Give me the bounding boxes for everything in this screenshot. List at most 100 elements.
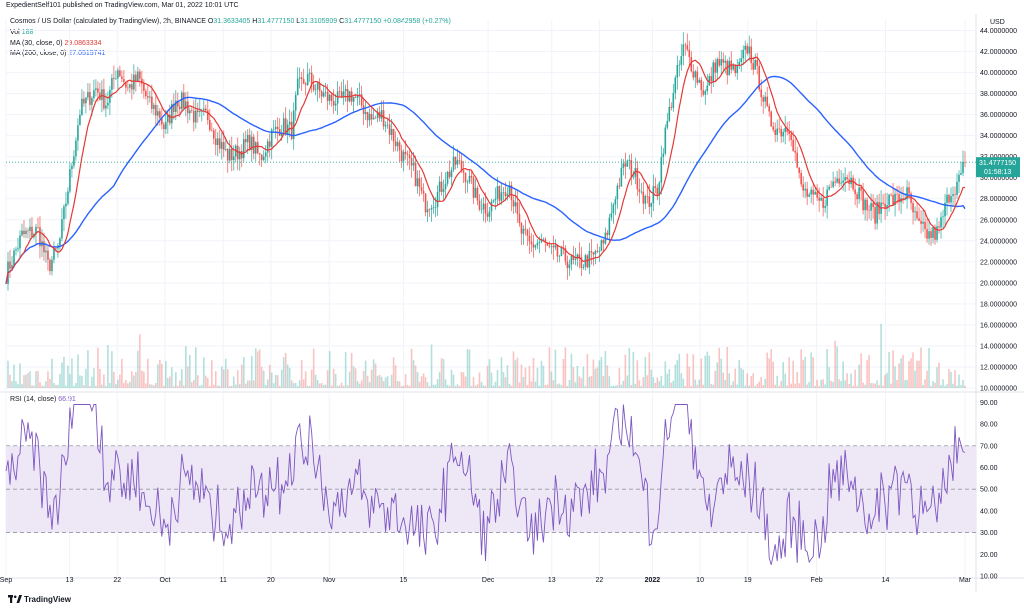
volume-bar xyxy=(73,385,75,388)
candle-body xyxy=(718,59,721,66)
candle-body xyxy=(736,65,739,74)
candle-body xyxy=(402,151,405,162)
volume-bar xyxy=(776,375,778,388)
candle-body xyxy=(370,113,373,120)
volume-bar xyxy=(67,365,69,388)
candle-body xyxy=(536,242,539,246)
volume-bar xyxy=(798,383,800,388)
volume-bar xyxy=(444,379,447,388)
volume-bar xyxy=(51,358,53,388)
candle-body xyxy=(450,169,453,177)
candle-body xyxy=(326,91,329,101)
volume-bar xyxy=(706,351,709,388)
candle-body xyxy=(167,114,169,123)
candle-body xyxy=(538,241,541,243)
candle-body xyxy=(878,201,880,214)
volume-bar xyxy=(49,378,51,388)
candle-body xyxy=(956,181,958,195)
candle-body xyxy=(430,207,433,210)
candle-body xyxy=(664,127,667,154)
date-tick-label: 13 xyxy=(548,577,556,584)
volume-bar xyxy=(468,349,471,388)
volume-bar xyxy=(758,381,761,388)
volume-bar xyxy=(874,383,876,388)
volume-bar xyxy=(366,375,369,388)
volume-bar xyxy=(650,369,653,388)
volume-bar xyxy=(11,381,13,388)
candle-body xyxy=(27,230,29,232)
candle-body xyxy=(620,167,623,187)
candle-body xyxy=(266,141,269,153)
volume-bar xyxy=(286,364,289,388)
volume-bar xyxy=(212,384,215,388)
candle-body xyxy=(107,102,109,106)
volume-bar xyxy=(139,334,141,388)
candle-body xyxy=(61,219,63,239)
candle-body xyxy=(328,94,331,101)
volume-bar xyxy=(660,375,663,388)
candle-body xyxy=(816,191,818,198)
price-tick-label: 44.0000000 xyxy=(980,28,1017,35)
candle-body xyxy=(476,187,479,201)
volume-bar xyxy=(932,380,934,388)
candle-body xyxy=(882,202,884,204)
candle-body xyxy=(568,264,571,269)
volume-bar xyxy=(43,385,45,388)
candle-body xyxy=(780,128,782,137)
candle-body xyxy=(210,129,213,131)
volume-bar xyxy=(454,385,457,388)
candle-body xyxy=(384,125,387,127)
volume-bar xyxy=(848,384,850,388)
candle-body xyxy=(774,129,776,135)
ma30-legend: MA (30, close, 0) 29.0863334 xyxy=(10,40,101,47)
candle-body xyxy=(286,124,289,135)
volume-bar xyxy=(149,384,151,388)
candle-body xyxy=(342,91,345,98)
volume-bar xyxy=(302,379,305,388)
candle-body xyxy=(362,105,365,114)
volume-bar xyxy=(230,385,233,388)
candle-body xyxy=(119,70,121,77)
volume-bar xyxy=(578,376,581,388)
volume-bar xyxy=(854,369,856,388)
volume-bar xyxy=(882,385,884,388)
candle-body xyxy=(860,187,862,191)
volume-bar xyxy=(914,370,916,388)
volume-bar xyxy=(582,366,585,388)
volume-bar xyxy=(594,368,597,388)
candle-body xyxy=(244,139,247,143)
volume-bar xyxy=(296,385,299,388)
volume-bar xyxy=(258,349,261,388)
volume-bar xyxy=(948,368,950,388)
candle-body xyxy=(908,187,910,194)
candle-body xyxy=(708,76,711,86)
volume-bar xyxy=(376,375,379,388)
tradingview-brand[interactable]: TradingView xyxy=(8,595,71,604)
volume-bar xyxy=(195,347,197,388)
volume-bar xyxy=(760,376,763,388)
candle-body xyxy=(414,163,417,187)
candle-body xyxy=(526,229,529,236)
candle-body xyxy=(177,100,179,107)
open-label: O xyxy=(207,18,214,25)
volume-bar xyxy=(754,385,757,388)
candle-body xyxy=(894,193,896,205)
volume-bar xyxy=(596,367,599,388)
candle-body xyxy=(632,176,635,178)
candle-body xyxy=(590,251,593,253)
price-tick-label: 18.0000000 xyxy=(980,301,1017,308)
candle-body xyxy=(470,175,473,178)
volume-bar xyxy=(93,368,95,388)
volume-bar xyxy=(802,359,804,388)
volume-bar xyxy=(328,351,331,388)
candle-body xyxy=(115,78,117,80)
candle-body xyxy=(788,131,790,135)
volume-bar xyxy=(47,371,49,388)
volume-bar xyxy=(710,384,713,388)
volume-bar xyxy=(844,380,846,388)
candle-body xyxy=(928,231,930,239)
candle-body xyxy=(346,88,349,102)
volume-bar xyxy=(238,384,241,388)
volume-bar xyxy=(346,385,349,388)
